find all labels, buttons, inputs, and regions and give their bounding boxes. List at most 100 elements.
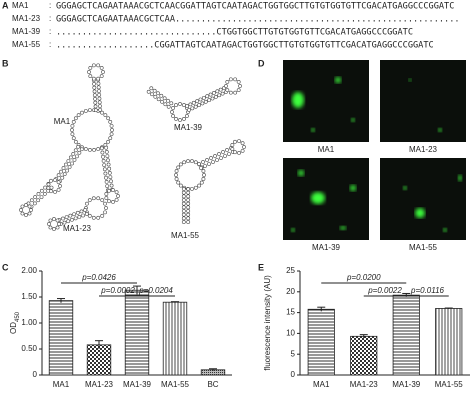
nucleotide <box>212 91 216 95</box>
nucleotide <box>199 180 204 185</box>
nucleotide <box>20 211 25 216</box>
nucleotide <box>202 173 206 177</box>
x-tick-label: MA1-55 <box>435 380 464 389</box>
nucleotide <box>100 198 105 203</box>
nucleotide <box>181 216 186 221</box>
nucleotide <box>181 201 186 206</box>
nucleotide <box>210 96 215 101</box>
nucleotide <box>27 211 32 216</box>
nucleotide <box>97 92 102 97</box>
nucleotide <box>55 218 60 223</box>
nucleotide <box>98 107 103 112</box>
bar <box>307 308 335 376</box>
bar <box>48 300 74 376</box>
nucleotide <box>91 196 96 201</box>
nucleotide <box>96 147 101 151</box>
nucleotide <box>103 113 108 118</box>
nucleotide <box>97 89 101 94</box>
nucleotide <box>104 192 109 196</box>
nucleotide <box>106 162 111 167</box>
nucleotide <box>105 184 110 189</box>
nucleotide <box>105 154 110 158</box>
nucleotide <box>174 103 178 107</box>
nucleotide <box>170 110 174 114</box>
nucleotide <box>205 158 209 162</box>
microscopy-panel <box>283 60 466 240</box>
y-tick-label: 15 <box>286 308 295 317</box>
nucleotide <box>225 88 230 93</box>
fluorescent-spot <box>351 118 355 122</box>
nucleotide <box>207 98 212 103</box>
nucleotide <box>213 94 218 99</box>
sequence-name: MA1 <box>12 1 29 10</box>
nucleotide <box>190 106 195 111</box>
nucleotide <box>217 152 221 156</box>
nucleotide <box>101 154 105 159</box>
nucleotide <box>96 81 101 86</box>
nucleotide <box>70 217 74 222</box>
nucleotide <box>203 99 208 104</box>
nucleotide <box>198 97 203 102</box>
bar <box>435 308 463 376</box>
nucleotide <box>116 194 120 198</box>
sequence-colon: : <box>49 27 51 36</box>
x-tick-label: MA1-39 <box>123 380 152 389</box>
nucleotide <box>215 158 219 162</box>
nucleotide <box>187 108 191 112</box>
nucleotide <box>178 102 182 106</box>
nucleotide <box>240 141 245 146</box>
nucleotide <box>24 203 28 207</box>
nucleotide <box>186 205 191 210</box>
nucleotide <box>199 166 203 170</box>
x-tick-label: MA1-39 <box>392 380 421 389</box>
panel-label: A <box>2 0 9 10</box>
nucleotide <box>107 199 111 204</box>
nucleotide <box>230 147 235 151</box>
nucleotide <box>47 222 51 226</box>
sequence: ...................CGGATTAGTCAATAGACTGGT… <box>56 41 434 51</box>
nucleotide <box>53 190 57 194</box>
panel-label: B <box>2 58 9 68</box>
nucleotide <box>107 170 112 175</box>
nucleotide <box>225 148 229 152</box>
nucleotide <box>178 162 183 167</box>
nucleotide <box>203 164 207 168</box>
nucleotide <box>96 215 101 220</box>
fluorescent-spot <box>458 175 462 181</box>
nucleotide <box>171 114 175 118</box>
nucleotide <box>181 209 186 213</box>
x-tick-label: MA1-55 <box>161 380 190 389</box>
nucleotide <box>77 150 82 155</box>
nucleotide <box>101 70 105 74</box>
nucleotide <box>109 123 114 128</box>
nucleotide <box>93 104 98 109</box>
nucleotide <box>201 169 206 173</box>
image-label: MA1 <box>318 145 335 154</box>
y-axis-label: OD450 <box>9 311 20 334</box>
nucleotide <box>73 148 78 153</box>
x-tick-label: BC <box>207 380 218 389</box>
nucleotide <box>72 158 77 162</box>
nucleotide <box>83 147 88 151</box>
nucleotide <box>201 95 206 100</box>
nucleotide <box>224 84 228 88</box>
nucleotide <box>114 197 119 202</box>
nucleotide <box>181 194 186 199</box>
nucleotide <box>87 198 92 203</box>
nucleotide <box>169 101 174 106</box>
nucleotide <box>58 184 62 188</box>
nucleotide <box>103 171 108 176</box>
nucleotide <box>60 175 65 180</box>
nucleotide <box>49 178 53 183</box>
nucleotide <box>108 175 113 179</box>
nucleotide <box>182 160 187 165</box>
nucleotide <box>230 143 235 147</box>
nucleotide <box>72 212 76 217</box>
rna-structures <box>19 63 246 231</box>
nucleotide <box>46 188 51 193</box>
nucleotide <box>104 149 109 154</box>
nucleotide <box>87 70 91 74</box>
nucleotide <box>186 190 191 195</box>
nucleotide <box>56 173 61 178</box>
sequence: GGGAGCTCAGAATAAACGCTCAACGGATTAGTCAATAGAC… <box>56 2 454 12</box>
